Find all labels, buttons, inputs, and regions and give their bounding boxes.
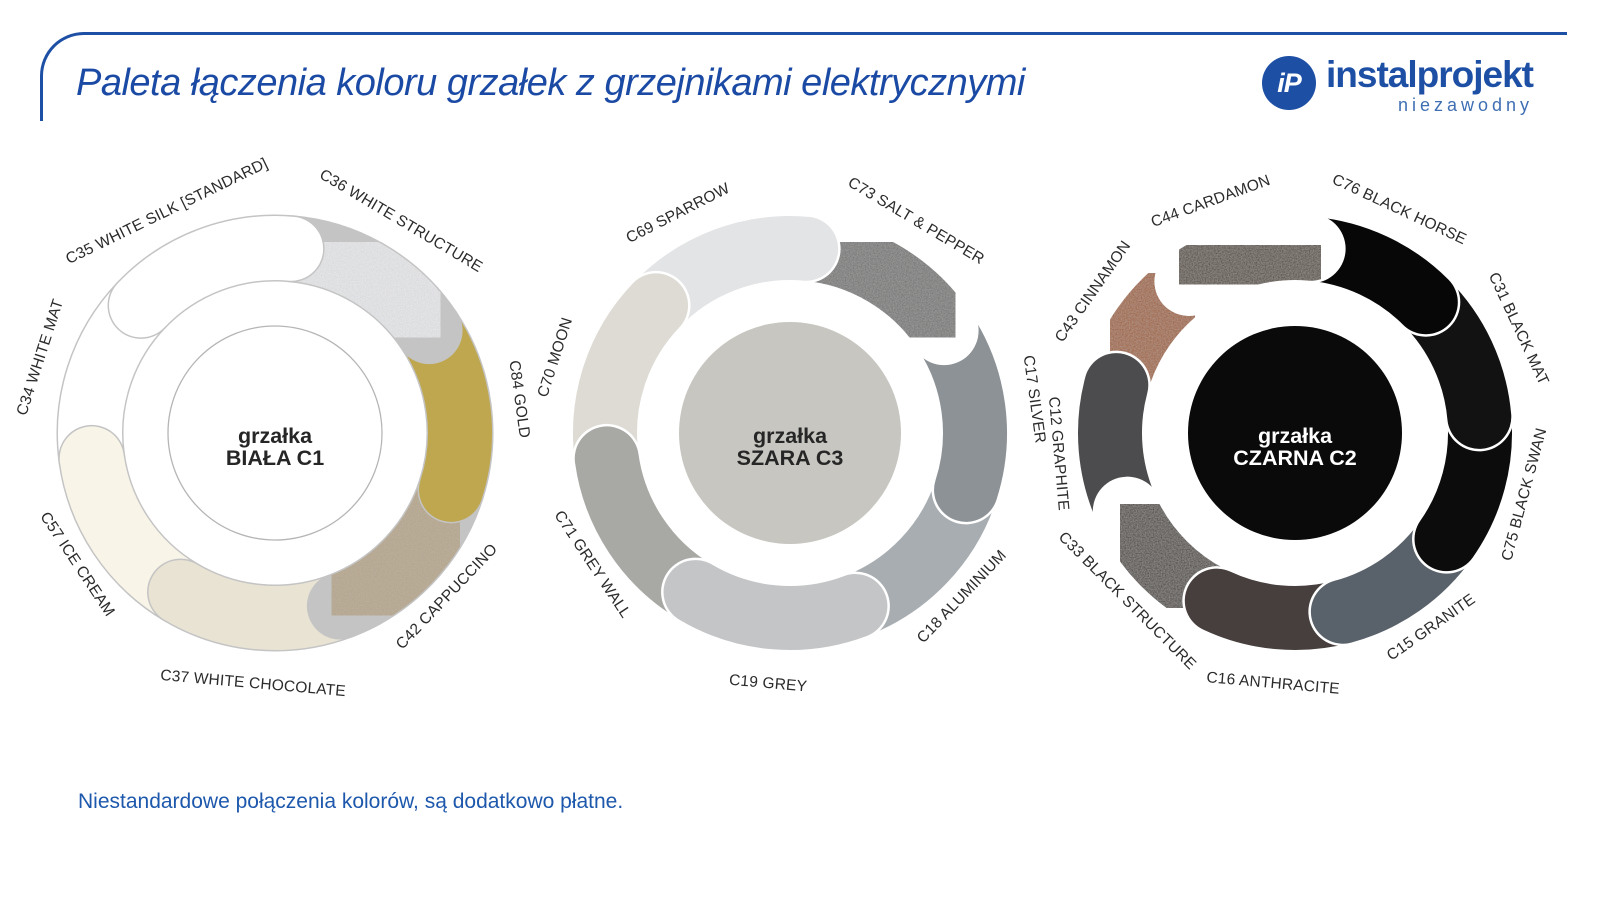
segment-label-c70-moon: C70 MOON (535, 316, 577, 400)
segment-label-c16-anthracite: C16 ANTHRACITE (1206, 669, 1341, 698)
brand-logo: iP instalprojekt niezawodny (1262, 54, 1534, 116)
footnote: Niestandardowe połączenia kolorów, są do… (78, 790, 624, 813)
wheel-center-szara-c3 (679, 322, 901, 544)
wheel-center-label-line1-szara-c3: grzałka (753, 424, 828, 448)
wheel-center-biala-c1 (167, 325, 383, 541)
brand-name: instalprojekt (1326, 54, 1534, 95)
wheel-center-label-line1-biala-c1: grzałka (238, 424, 313, 448)
brand-tagline: niezawodny (1397, 94, 1533, 115)
segment-c19-grey (663, 560, 888, 650)
segment-label-c19-grey: C19 GREY (728, 672, 807, 696)
segment-label-c84-gold: C84 GOLD (505, 359, 533, 439)
segment-label-c12-graphite: C12 GRAPHITE (1045, 396, 1072, 511)
segment-label-c37-white-chocolate: C37 WHITE CHOCOLATE (160, 667, 347, 700)
segment-label-c17-silver: C17 SILVER (1020, 354, 1049, 444)
wheel-center-label-line2-szara-c3: SZARA C3 (737, 446, 844, 470)
wheel-center-label-line2-czarna-c2: CZARNA C2 (1233, 446, 1356, 470)
wheel-center-label-line2-biala-c1: BIAŁA C1 (226, 446, 324, 470)
segment-c44-cardamon (1156, 216, 1344, 314)
wheel-center-czarna-c2 (1188, 326, 1402, 540)
wheel-center-label-line1-czarna-c2: grzałka (1258, 424, 1333, 448)
page-title: Paleta łączenia koloru grzałek z grzejni… (76, 62, 1025, 104)
brand-monogram-icon: iP (1262, 56, 1316, 110)
segment-c35-white-silk-standard (109, 216, 324, 338)
